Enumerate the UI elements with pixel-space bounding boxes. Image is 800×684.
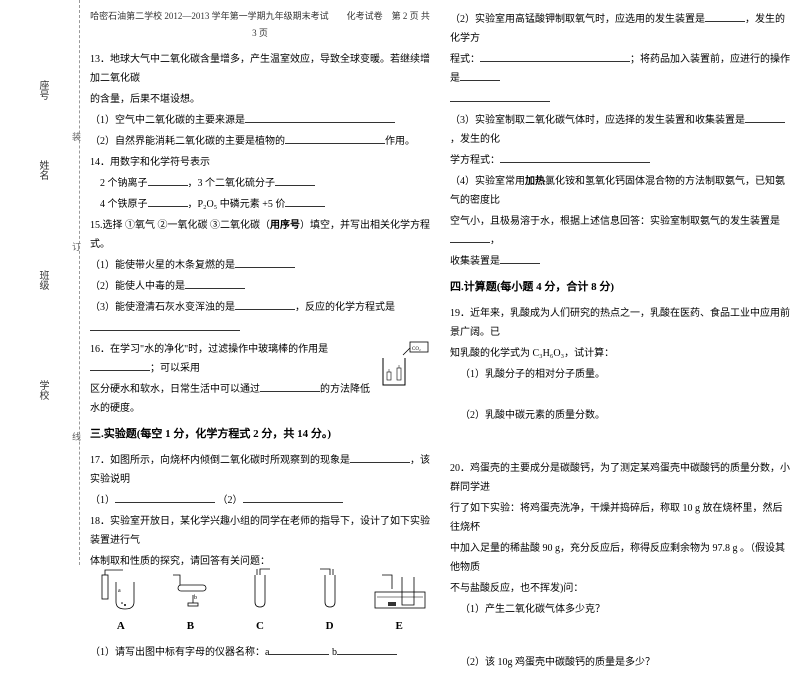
q18-4c: 收集装置是	[450, 252, 790, 271]
apparatus-d: D	[299, 567, 361, 637]
q20-text-4: 不与盐酸反应，也不挥发)问：	[450, 579, 790, 598]
apparatus-b: b B	[160, 567, 222, 637]
q14-text: 14．用数字和化学符号表示	[90, 153, 430, 172]
q15-2: （2）能使人中毒的是	[90, 277, 430, 296]
apparatus-a: a A	[90, 567, 152, 637]
binding-mark-zhuang: 装	[72, 130, 81, 143]
binding-seat-label: 座号	[35, 80, 50, 100]
q13-text: 13．地球大气中二氧化碳含量增多，产生温室效应，导致全球变暖。若继续增加二氧化碳	[90, 50, 430, 88]
apparatus-row: a A b B C D E	[90, 577, 430, 637]
q15-3-blank	[90, 319, 430, 338]
binding-school-label: 学校	[35, 380, 50, 400]
q19-text-2: 知乳酸的化学式为 C₃H₆O₃，试计算：	[450, 344, 790, 363]
apparatus-e: E	[368, 567, 430, 637]
q18-2: （2）实验室用高锰酸钾制取氧气时，应选用的发生装置是，发生的化学方	[450, 10, 790, 48]
label-e: E	[396, 616, 403, 637]
label-b: B	[187, 616, 194, 637]
q20-text-3: 中加入足量的稀盐酸 90 g，充分反应后，称得反应剩余物为 97.8 g 。（假…	[450, 539, 790, 577]
q13-text-2: 的含量，后果不堪设想。	[90, 90, 430, 109]
q19-2: （2）乳酸中碳元素的质量分数。	[450, 406, 790, 425]
q15-3: （3）能使澄清石灰水变浑浊的是，反应的化学方程式是	[90, 298, 430, 317]
q17-blanks: （1） （2）	[90, 491, 430, 510]
q19-text: 19．近年来，乳酸成为人们研究的热点之一，乳酸在医药、食品工业中应用前景广阔。已	[450, 304, 790, 342]
left-column: 哈密石油第二学校 2012—2013 学年第一学期九年级期末考试 化考试卷 第 …	[90, 8, 430, 674]
svg-text:CO₂: CO₂	[412, 347, 421, 352]
q20-1: （1）产生二氧化碳气体多少克？	[450, 600, 790, 619]
q20-text: 20．鸡蛋壳的主要成分是碳酸钙，为了测定某鸡蛋壳中碳酸钙的质量分数，小群同学进	[450, 459, 790, 497]
q13-2: （2）自然界能消耗二氧化碳的主要是植物的作用。	[90, 132, 430, 151]
q18-4: （4）实验室常用加热氯化铵和氢氧化钙固体混合物的方法制取氨气，已知氨气的密度比	[450, 172, 790, 210]
q20-2: （2）该 10g 鸡蛋壳中碳酸钙的质量是多少？	[450, 653, 790, 672]
q17-text: 17．如图所示，向烧杯内倾倒二氧化碳时所观察到的现象是，该实验说明	[90, 451, 430, 489]
co2-beaker-diagram: CO₂	[375, 340, 430, 390]
right-column: （2）实验室用高锰酸钾制取氧气时，应选用的发生装置是，发生的化学方 程式：；将药…	[450, 8, 790, 674]
q20-text-2: 行了如下实验：将鸡蛋壳洗净，干燥并捣碎后，称取 10 g 放在烧杯里，然后往烧杯	[450, 499, 790, 537]
binding-class-label: 班级	[35, 270, 50, 290]
binding-mark-ding: 订	[72, 240, 81, 253]
svg-text:b: b	[194, 595, 197, 601]
q15-text: 15.选择 ①氧气 ②一氧化碳 ③二氧化碳（用序号）填空，并写出相关化学方程式。	[90, 216, 430, 254]
q18-3b: 学方程式：	[450, 151, 790, 170]
svg-text:a: a	[118, 588, 121, 594]
section-4-title: 四.计算题(每小题 4 分，合计 8 分)	[450, 277, 790, 298]
q14-items-2: 4 个铁原子，P₂O₅ 中磷元素 +5 价	[90, 195, 430, 214]
binding-mark-xian: 线	[72, 430, 81, 443]
q18-3: （3）实验室制取二氧化碳气体时，应选择的发生装置和收集装置是，发生的化	[450, 111, 790, 149]
q15-1: （1）能使带火星的木条复燃的是	[90, 256, 430, 275]
q18-4b: 空气小，且极易溶于水，根据上述信息回答：实验室制取氨气的发生装置是，	[450, 212, 790, 250]
label-d: D	[326, 616, 334, 637]
q19-1: （1）乳酸分子的相对分子质量。	[450, 365, 790, 384]
q18-1: （1）请写出图中标有字母的仪器名称：a b	[90, 643, 430, 662]
q13-1: （1）空气中二氧化碳的主要来源是	[90, 111, 430, 130]
q18-2c	[450, 90, 790, 109]
q18-2b: 程式：；将药品加入装置前，应进行的操作是	[450, 50, 790, 88]
label-a: A	[117, 616, 125, 637]
q18-text: 18．实验室开放日，某化学兴趣小组的同学在老师的指导下，设计了如下实验装置进行气	[90, 512, 430, 550]
q14-items-1: 2 个钠离子，3 个二氧化硫分子	[90, 174, 430, 193]
apparatus-c: C	[229, 567, 291, 637]
page-header: 哈密石油第二学校 2012—2013 学年第一学期九年级期末考试 化考试卷 第 …	[90, 8, 430, 42]
section-3-title: 三.实验题(每空 1 分，化学方程式 2 分，共 14 分。)	[90, 424, 430, 445]
label-c: C	[256, 616, 264, 637]
binding-name-label: 姓名	[35, 160, 50, 180]
